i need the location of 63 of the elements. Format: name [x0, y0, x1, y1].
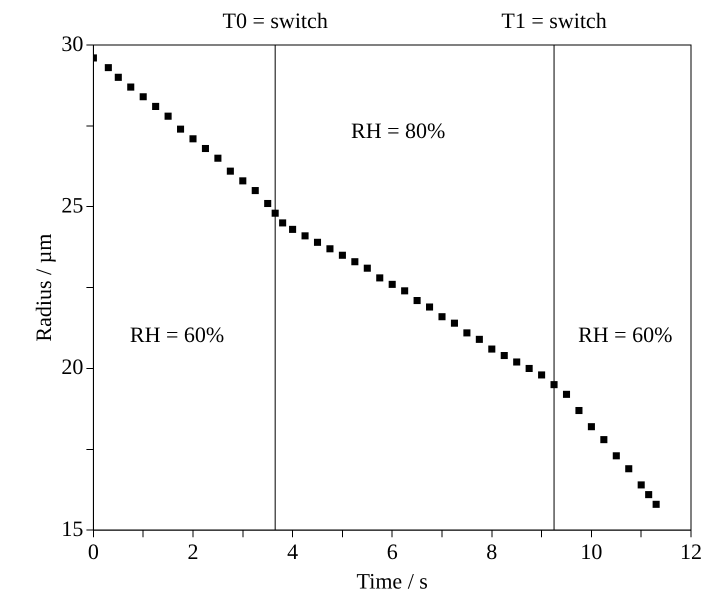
- x-tick-label: 8: [486, 538, 498, 564]
- point: [513, 358, 520, 366]
- point: [189, 135, 197, 142]
- x-tick-label: 6: [386, 538, 398, 564]
- point: [638, 481, 645, 488]
- point: [302, 232, 309, 240]
- x-tick-label: 10: [580, 538, 602, 564]
- point: [388, 280, 396, 288]
- annotation: RH = 80%: [351, 118, 446, 144]
- point: [376, 274, 384, 282]
- point: [652, 500, 660, 508]
- point: [588, 423, 595, 430]
- point: [214, 154, 222, 162]
- point: [463, 329, 470, 336]
- point: [226, 168, 234, 175]
- point: [488, 346, 496, 353]
- x-tick-label: 2: [188, 538, 198, 564]
- point: [500, 352, 508, 360]
- point: [625, 465, 632, 472]
- point: [177, 126, 184, 133]
- point: [326, 245, 334, 252]
- point: [575, 406, 582, 414]
- point: [351, 258, 358, 266]
- point: [164, 112, 172, 120]
- point: [600, 436, 608, 444]
- y-axis-title: Radius / µm: [30, 234, 56, 342]
- x-tick-label: 12: [680, 538, 702, 564]
- y-tick-label: 15: [61, 516, 84, 541]
- point: [127, 84, 134, 91]
- y-tick-label: 30: [61, 30, 84, 56]
- point: [140, 93, 147, 100]
- point: [426, 303, 434, 311]
- point: [264, 200, 272, 208]
- y-tick-label: 20: [61, 354, 84, 380]
- x-axis-title: Time / s: [356, 568, 428, 594]
- annotation: RH = 60%: [578, 322, 672, 347]
- point: [289, 226, 296, 233]
- point: [152, 102, 160, 110]
- point: [612, 452, 620, 460]
- point: [104, 64, 112, 72]
- point: [314, 238, 322, 246]
- point: [450, 320, 458, 327]
- point: [438, 313, 446, 320]
- point: [538, 371, 546, 378]
- y-tick-label: 25: [61, 192, 84, 218]
- point: [338, 252, 346, 259]
- annotation: RH = 60%: [130, 322, 224, 347]
- point: [252, 187, 259, 194]
- point: [401, 287, 408, 294]
- point: [414, 297, 421, 304]
- point: [562, 390, 570, 398]
- point: [114, 74, 122, 81]
- point: [239, 177, 246, 184]
- ref-line-label: T0 = switch: [222, 8, 328, 33]
- point: [476, 336, 483, 343]
- point: [279, 219, 286, 226]
- point: [645, 491, 652, 498]
- point: [364, 264, 371, 272]
- x-tick-label: 4: [287, 538, 298, 564]
- ref-line-label: T1 = switch: [501, 8, 607, 33]
- point: [526, 364, 533, 372]
- point: [202, 144, 209, 152]
- x-tick-label: 0: [88, 538, 99, 564]
